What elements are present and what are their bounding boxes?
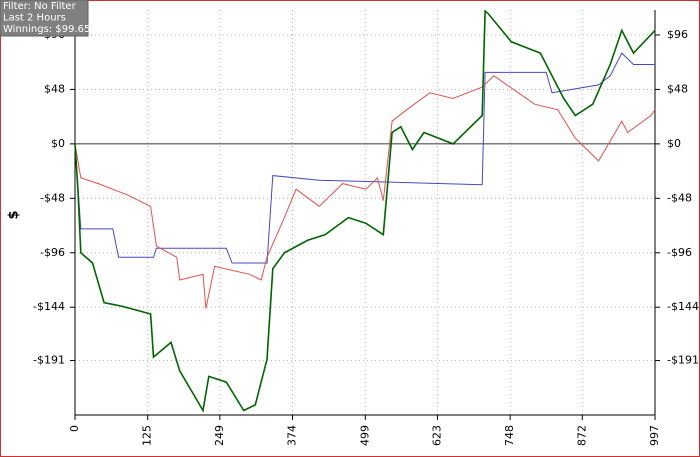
y2-tick-label: -$144 (667, 300, 699, 313)
y2-tick-label: $0 (667, 137, 681, 150)
y-tick-label: $0 (51, 137, 65, 150)
y-tick-label: -$96 (40, 246, 65, 259)
y-tick-label: -$48 (40, 191, 65, 204)
y-tick-label: -$191 (33, 354, 65, 367)
x-tick-label: 125 (141, 425, 154, 446)
x-tick-label: 748 (503, 425, 516, 446)
info-bg (0, 0, 89, 37)
y2-tick-label: -$191 (667, 354, 699, 367)
y-tick-label: $48 (44, 82, 65, 95)
y2-tick-label: $96 (667, 28, 688, 41)
info-line: Filter: No Filter (3, 1, 77, 12)
x-tick-label: 997 (648, 425, 661, 446)
info-line: Winnings: $99.65 (3, 24, 90, 35)
y2-tick-label: -$96 (667, 246, 692, 259)
series-line (74, 75, 656, 309)
y-axis-label: $ (7, 210, 22, 219)
series-line (74, 52, 655, 264)
y2-tick-label: $48 (667, 82, 688, 95)
x-tick-label: 499 (358, 425, 371, 446)
x-tick-label: 623 (430, 425, 443, 446)
x-tick-label: 374 (286, 425, 299, 446)
series-line (74, 9, 656, 413)
y2-tick-label: -$48 (667, 191, 692, 204)
x-tick-label: 249 (213, 425, 226, 446)
x-tick-label: 872 (575, 425, 588, 446)
y-tick-label: -$144 (33, 300, 65, 313)
info-line: Last 2 Hours (3, 13, 66, 24)
x-tick-label: 0 (68, 425, 81, 432)
